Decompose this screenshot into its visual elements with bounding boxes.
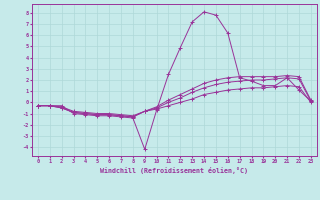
X-axis label: Windchill (Refroidissement éolien,°C): Windchill (Refroidissement éolien,°C) <box>100 167 248 174</box>
